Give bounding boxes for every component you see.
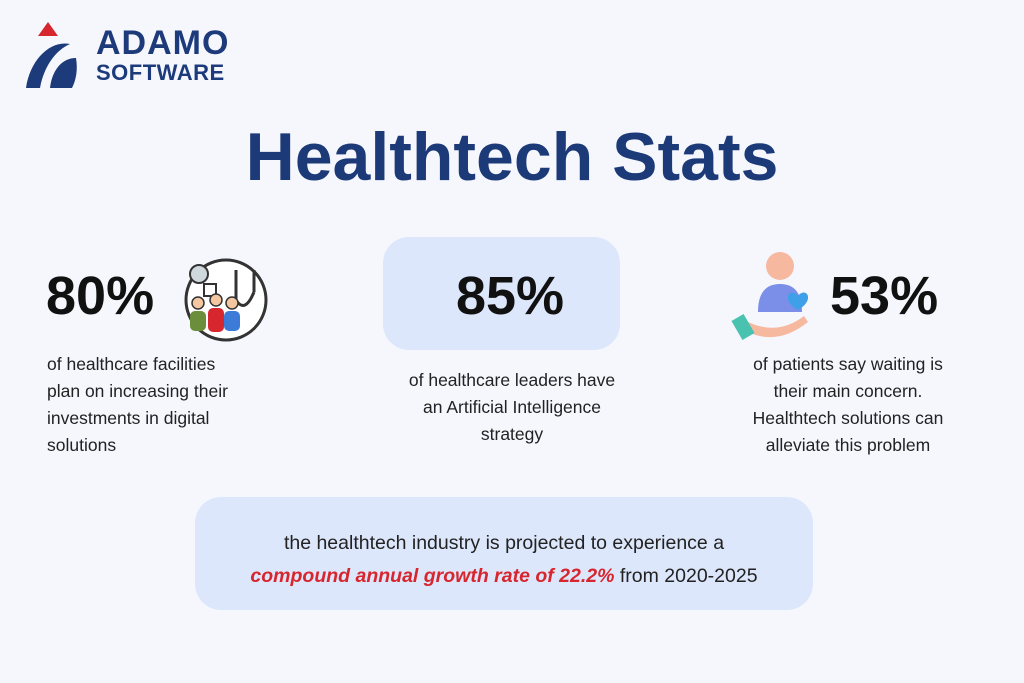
stat-value: 53%: [830, 266, 939, 326]
text-line: an Artificial Intelligence: [422, 397, 602, 417]
footer-rest: from 2020-2025: [614, 565, 758, 587]
logo-name: ADAMO: [96, 24, 230, 62]
text-line: Healthtech solutions can: [752, 408, 944, 428]
footer-text: the healthtech industry is projected to …: [195, 527, 813, 593]
stat-card: [383, 237, 620, 350]
icon-team: [184, 258, 268, 342]
text-line: of patients say waiting is: [753, 354, 943, 374]
text-line: of healthcare leaders have: [408, 370, 616, 390]
stat-text: of healthcare leaders have an Artificial…: [362, 367, 662, 448]
stat-value: 80%: [46, 266, 155, 326]
stat-text: of patients say waiting is their main co…: [708, 351, 988, 459]
stat-value: 85%: [455, 266, 565, 326]
text-line: alleviate this problem: [765, 435, 931, 455]
text-line: investments in digital: [47, 408, 210, 428]
icon-patient: [731, 252, 809, 341]
text-line: solutions: [47, 435, 117, 455]
footer-card: [195, 497, 813, 610]
stat-text: of healthcare facilities plan on increas…: [47, 351, 228, 459]
title: Healthtech Stats: [245, 119, 779, 195]
logo-mark: [26, 22, 77, 88]
text-line: strategy: [480, 424, 544, 444]
text-line: plan on increasing their: [47, 381, 228, 401]
footer-line: the healthtech industry is projected to …: [283, 532, 725, 554]
footer-line: compound annual growth rate of 22.2% fro…: [195, 560, 813, 593]
highlight: compound annual growth rate of 22.2%: [250, 565, 615, 587]
text-line: their main concern.: [773, 381, 923, 401]
logo-subtitle: SOFTWARE: [96, 60, 225, 85]
text-line: of healthcare facilities: [47, 354, 216, 374]
